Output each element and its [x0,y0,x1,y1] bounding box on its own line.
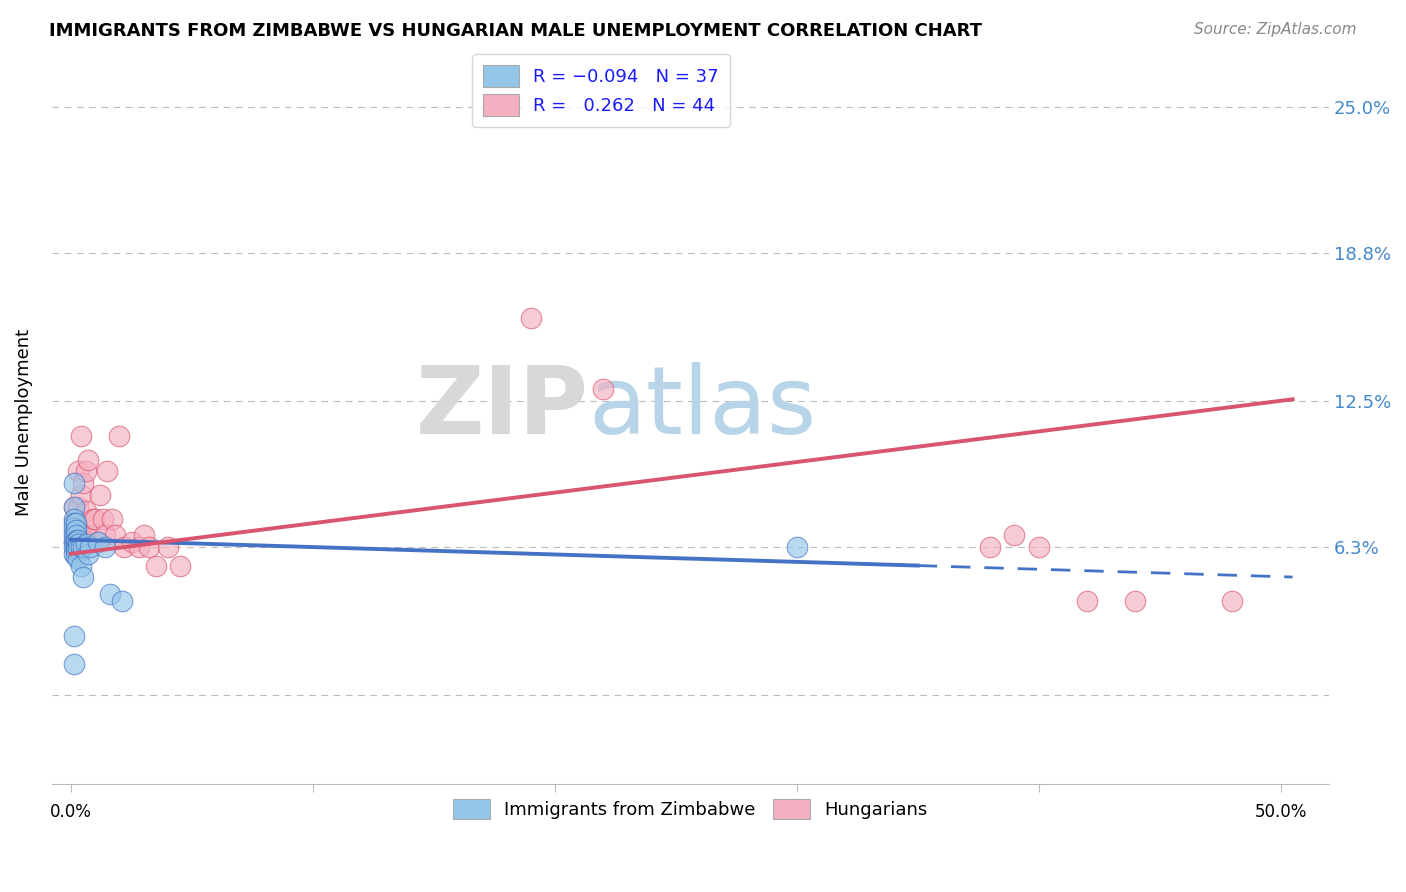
Point [108,429,131,443]
Point [62,540,84,554]
Point [75,528,97,542]
Point [979,540,1001,554]
Point [1220,594,1243,608]
Point [786,540,808,554]
Point [1125,594,1147,608]
Point [145,558,167,573]
Point [72,535,94,549]
Text: Source: ZipAtlas.com: Source: ZipAtlas.com [1194,22,1357,37]
Point [86,535,108,549]
Point [1028,540,1050,554]
Legend: Immigrants from Zimbabwe, Hungarians: Immigrants from Zimbabwe, Hungarians [446,792,935,826]
Point [111,594,134,608]
Point [104,528,127,542]
Point [67,465,90,479]
Point [65,533,87,547]
Point [65,544,87,558]
Point [169,558,191,573]
Text: 0.0%: 0.0% [51,804,91,822]
Point [94,540,117,554]
Point [77,452,100,467]
Point [98,587,121,601]
Point [62,525,84,540]
Point [69,540,91,554]
Text: ZIP: ZIP [415,361,588,453]
Point [112,540,135,554]
Y-axis label: Male Unemployment: Male Unemployment [15,328,32,516]
Point [62,516,84,531]
Point [101,511,124,525]
Point [65,516,87,531]
Point [75,504,97,518]
Point [65,528,87,542]
Point [72,570,94,584]
Point [67,523,90,537]
Point [128,540,150,554]
Point [94,528,117,542]
Point [69,488,91,502]
Point [79,540,101,554]
Point [62,511,84,525]
Point [75,537,97,551]
Point [65,540,87,554]
Point [62,547,84,561]
Text: 50.0%: 50.0% [1254,804,1306,822]
Point [62,521,84,535]
Text: atlas: atlas [588,361,817,453]
Point [69,429,91,443]
Text: IMMIGRANTS FROM ZIMBABWE VS HUNGARIAN MALE UNEMPLOYMENT CORRELATION CHART: IMMIGRANTS FROM ZIMBABWE VS HUNGARIAN MA… [49,22,983,40]
Point [121,535,143,549]
Point [156,540,179,554]
Point [62,629,84,643]
Point [65,535,87,549]
Point [72,540,94,554]
Point [77,547,100,561]
Point [62,530,84,544]
Point [67,551,90,566]
Point [62,657,84,672]
Point [65,523,87,537]
Point [89,488,111,502]
Point [519,311,541,326]
Point [65,549,87,563]
Point [79,528,101,542]
Point [67,500,90,514]
Point [65,511,87,525]
Point [82,511,104,525]
Point [69,528,91,542]
Point [75,465,97,479]
Point [62,500,84,514]
Point [86,535,108,549]
Point [65,542,87,557]
Point [62,500,84,514]
Point [67,537,90,551]
Point [77,535,100,549]
Point [62,535,84,549]
Point [65,540,87,554]
Point [69,558,91,573]
Point [132,528,155,542]
Point [138,540,160,554]
Point [1004,528,1026,542]
Point [62,535,84,549]
Point [67,533,90,547]
Point [84,511,107,525]
Point [592,382,614,396]
Point [96,465,118,479]
Point [62,476,84,491]
Point [67,542,90,557]
Point [91,511,114,525]
Point [1076,594,1098,608]
Point [72,476,94,491]
